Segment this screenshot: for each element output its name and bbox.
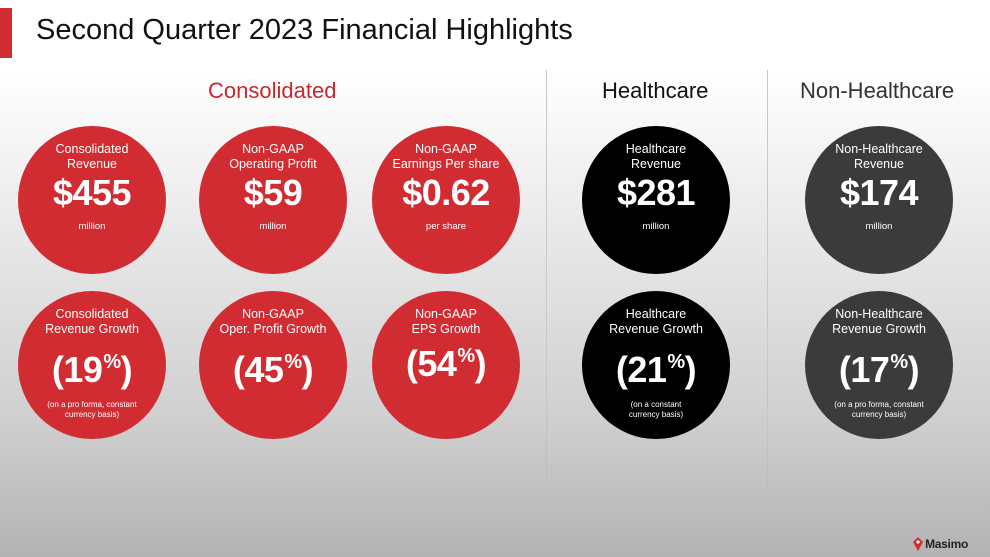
metric-label: Non-Healthcare Revenue (835, 142, 923, 171)
metric-unit: million (78, 221, 106, 232)
metric-unit: million (642, 221, 670, 232)
metric-non-healthcare-revenue: Non-Healthcare Revenue $174 million (805, 126, 953, 274)
section-title-healthcare: Healthcare (602, 78, 709, 103)
metric-note: (on a pro forma, constant currency basis… (47, 400, 137, 419)
masimo-logo-icon (913, 537, 924, 551)
metric-value: $281 (616, 172, 696, 213)
metric-operating-profit: Non-GAAP Operating Profit $59 million (199, 126, 347, 274)
metric-value: $59 (243, 172, 303, 213)
metric-number: (21 (615, 349, 667, 390)
metric-label: Consolidated Revenue Growth (45, 307, 139, 336)
percent-sign: % (103, 351, 121, 373)
metric-operating-profit-growth: Non-GAAP Oper. Profit Growth (45%) (199, 291, 347, 439)
close-paren: ) (684, 349, 697, 390)
metric-healthcare-revenue-growth: Healthcare Revenue Growth (21%) (on a co… (582, 291, 730, 439)
percent-sign: % (284, 351, 302, 373)
divider-non-healthcare (767, 70, 768, 490)
metric-unit: million (259, 221, 287, 232)
percent-sign: % (667, 351, 685, 373)
masimo-logo: Masimo (913, 537, 968, 551)
metric-unit: million (865, 221, 893, 232)
metric-note: (on a pro forma, constant currency basis… (834, 400, 924, 419)
close-paren: ) (301, 349, 314, 390)
percent-sign: % (890, 351, 908, 373)
metric-consolidated-revenue: Consolidated Revenue $455 million (18, 126, 166, 274)
metric-healthcare-revenue: Healthcare Revenue $281 million (582, 126, 730, 274)
metric-label: Non-GAAP Oper. Profit Growth (219, 307, 327, 336)
metric-value: (54%) (372, 343, 520, 385)
metric-value: (45%) (199, 349, 347, 391)
metric-non-healthcare-revenue-growth: Non-Healthcare Revenue Growth (17%) (on … (805, 291, 953, 439)
metric-number: (17 (838, 349, 890, 390)
metric-eps-growth: Non-GAAP EPS Growth (54%) (372, 291, 520, 439)
metric-unit: per share (425, 221, 467, 232)
metric-value: (17%) (805, 349, 953, 391)
percent-sign: % (457, 345, 475, 367)
metric-label: Healthcare Revenue Growth (609, 307, 703, 336)
metric-label: Non-GAAP EPS Growth (411, 307, 481, 336)
metric-value: (19%) (18, 349, 166, 391)
section-title-non-healthcare: Non-Healthcare (800, 78, 955, 103)
metric-number: (45 (232, 349, 284, 390)
metric-value: $0.62 (402, 172, 490, 213)
metric-label: Non-GAAP Earnings Per share (392, 142, 500, 171)
logo-text: Masimo (925, 537, 968, 551)
metric-number: (54 (405, 343, 457, 384)
divider-healthcare (546, 70, 547, 490)
close-paren: ) (474, 343, 487, 384)
header-band (0, 0, 990, 64)
section-title-consolidated: Consolidated (208, 78, 337, 103)
metric-consolidated-revenue-growth: Consolidated Revenue Growth (19%) (on a … (18, 291, 166, 439)
metric-note: (on a constant currency basis) (628, 400, 684, 419)
metric-number: (19 (51, 349, 103, 390)
close-paren: ) (907, 349, 920, 390)
metric-eps: Non-GAAP Earnings Per share $0.62 per sh… (372, 126, 520, 274)
metric-value: $174 (839, 172, 919, 213)
metric-label: Non-Healthcare Revenue Growth (832, 307, 926, 336)
metric-value: $455 (52, 172, 132, 213)
metric-label: Non-GAAP Operating Profit (229, 142, 317, 171)
page-title: Second Quarter 2023 Financial Highlights (36, 14, 573, 46)
metric-value: (21%) (582, 349, 730, 391)
metric-label: Healthcare Revenue (625, 142, 687, 171)
close-paren: ) (120, 349, 133, 390)
accent-bar (0, 8, 12, 58)
metric-label: Consolidated Revenue (55, 142, 129, 171)
